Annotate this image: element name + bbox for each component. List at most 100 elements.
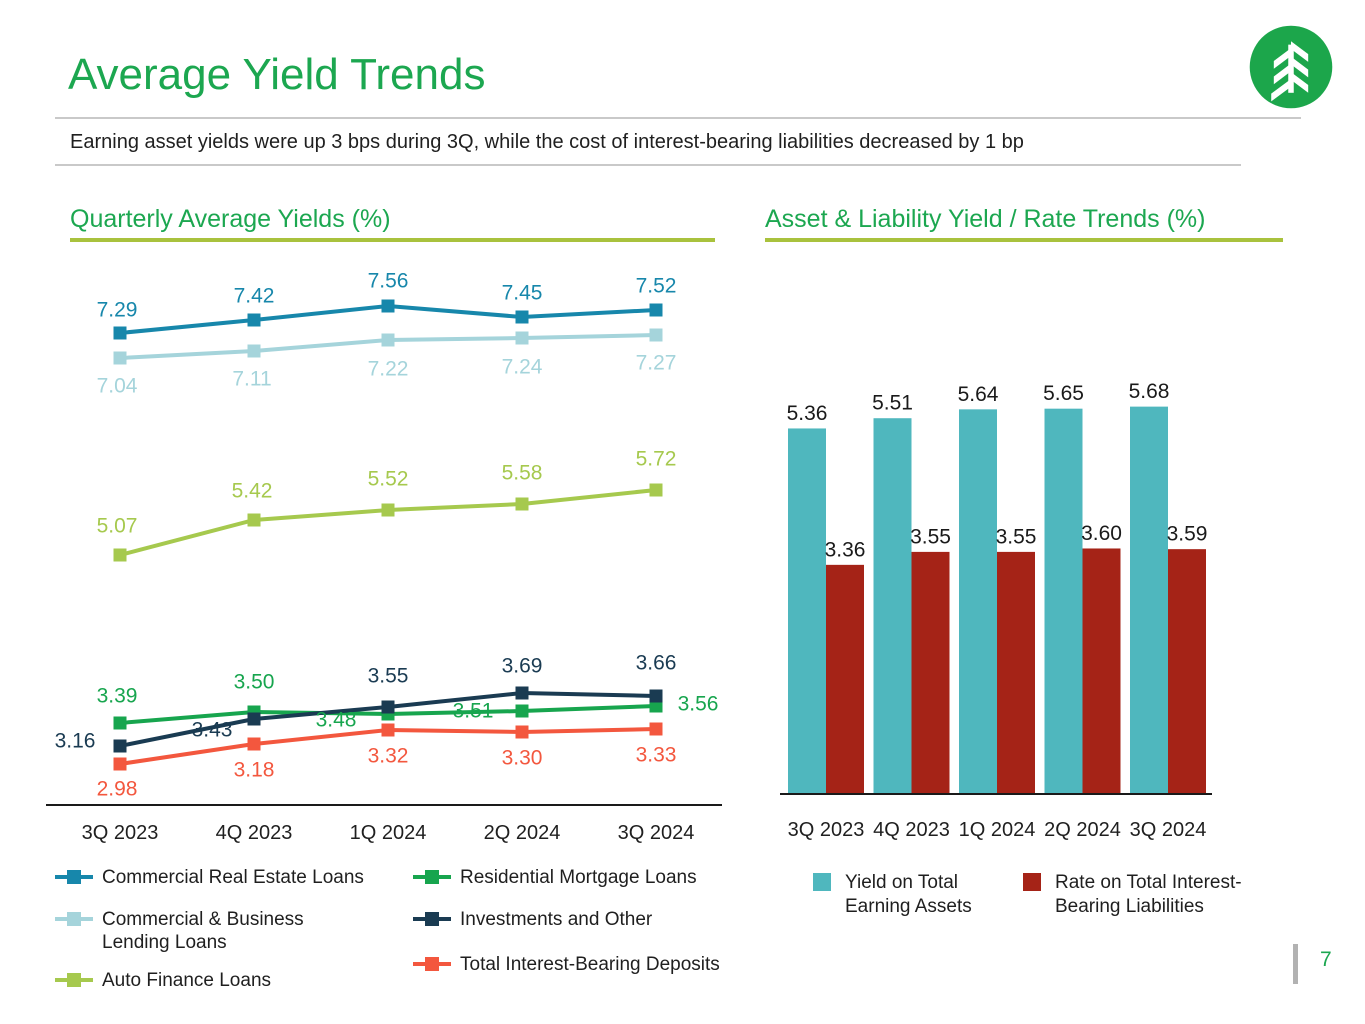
line-marker-swatch-icon bbox=[413, 870, 451, 884]
commercial-real-estate-loans-marker bbox=[113, 326, 127, 340]
value-label: 7.45 bbox=[502, 282, 543, 305]
yield-on-total-earning-assets-bar bbox=[1130, 406, 1168, 794]
value-label: 3.55 bbox=[368, 665, 409, 688]
value-label: 3.18 bbox=[234, 759, 275, 782]
value-label: 5.58 bbox=[502, 462, 543, 485]
x-axis-label: 4Q 2023 bbox=[216, 822, 293, 844]
auto-finance-loans-marker bbox=[649, 483, 663, 497]
auto-finance-loans-marker bbox=[113, 548, 127, 562]
value-label: 5.64 bbox=[958, 383, 999, 406]
value-label: 7.22 bbox=[368, 358, 409, 381]
line-marker-swatch-icon bbox=[413, 912, 451, 926]
value-label: 3.48 bbox=[316, 709, 357, 732]
x-axis-label: 1Q 2024 bbox=[959, 819, 1036, 841]
legend-item-residential-mortgage-loans: Residential Mortgage Loans bbox=[413, 866, 697, 889]
right-accent-underline bbox=[765, 238, 1283, 242]
left-accent-underline bbox=[70, 238, 715, 242]
auto-finance-loans-line bbox=[119, 488, 657, 557]
commercial-business-lending-loans-marker bbox=[113, 351, 127, 365]
line-marker-swatch-icon bbox=[55, 973, 93, 987]
residential-mortgage-loans-marker bbox=[515, 704, 529, 718]
value-label: 3.69 bbox=[502, 655, 543, 678]
footer-divider bbox=[1293, 944, 1298, 984]
slide-title: Average Yield Trends bbox=[68, 50, 486, 99]
rate-on-total-interest-bearing-liabilities-bar bbox=[911, 551, 950, 794]
legend-item-investments-and-other: Investments and Other bbox=[413, 908, 652, 931]
x-axis-label: 4Q 2023 bbox=[873, 819, 950, 841]
investments-and-other-marker bbox=[515, 686, 529, 700]
total-interest-bearing-deposits-marker bbox=[649, 722, 663, 736]
legend-item-commercial-real-estate-loans: Commercial Real Estate Loans bbox=[55, 866, 364, 889]
legend-label: Rate on Total Interest-Bearing Liabiliti… bbox=[1055, 872, 1242, 917]
value-label: 3.50 bbox=[234, 671, 275, 694]
line-marker-swatch-icon bbox=[55, 912, 93, 926]
commercial-business-lending-loans-marker bbox=[649, 328, 663, 342]
value-label: 7.56 bbox=[368, 270, 409, 293]
commercial-business-lending-loans-marker bbox=[381, 333, 395, 347]
yield-on-total-earning-assets-bar bbox=[788, 428, 826, 794]
rate-on-total-interest-bearing-liabilities-bar bbox=[997, 551, 1035, 794]
x-axis-label: 2Q 2024 bbox=[484, 822, 561, 844]
rate-on-total-interest-bearing-liabilities-bar bbox=[1168, 549, 1206, 794]
page-number: 7 bbox=[1320, 948, 1332, 971]
total-interest-bearing-deposits-marker bbox=[381, 723, 395, 737]
residential-mortgage-loans-marker bbox=[649, 699, 663, 713]
legend-item-rate-on-total-interest-bearing-liabilities: Rate on Total Interest-Bearing Liabiliti… bbox=[1023, 871, 1285, 919]
evergreen-tree-bank-logo-icon bbox=[1249, 25, 1333, 109]
investments-and-other-marker bbox=[113, 739, 127, 753]
value-label: 7.29 bbox=[97, 299, 138, 322]
total-interest-bearing-deposits-marker bbox=[515, 725, 529, 739]
commercial-real-estate-loans-marker bbox=[649, 303, 663, 317]
value-label: 5.51 bbox=[872, 392, 913, 415]
value-label: 3.32 bbox=[368, 745, 409, 768]
value-label: 3.55 bbox=[996, 525, 1037, 548]
value-label: 5.52 bbox=[368, 468, 409, 491]
residential-mortgage-loans-marker bbox=[113, 716, 127, 730]
x-axis-label: 2Q 2024 bbox=[1044, 819, 1121, 841]
auto-finance-loans-marker bbox=[515, 497, 529, 511]
legend-label: Residential Mortgage Loans bbox=[460, 867, 697, 888]
value-label: 3.60 bbox=[1081, 522, 1122, 545]
value-label: 3.30 bbox=[502, 747, 543, 770]
value-label: 3.56 bbox=[678, 693, 719, 716]
x-axis-label: 1Q 2024 bbox=[350, 822, 427, 844]
right-chart-title: Asset & Liability Yield / Rate Trends (%… bbox=[765, 205, 1206, 233]
value-label: 7.27 bbox=[636, 352, 677, 375]
value-label: 5.65 bbox=[1043, 382, 1084, 405]
legend-item-yield-on-total-earning-assets: Yield on Total Earning Assets bbox=[813, 871, 995, 919]
legend-label: Commercial Real Estate Loans bbox=[102, 867, 364, 888]
left-chart-title: Quarterly Average Yields (%) bbox=[70, 205, 391, 233]
quarterly-average-yields-chart: 3Q 2023 4Q 2023 1Q 2024 2Q 2024 3Q 2024 7.29 7… bbox=[46, 270, 722, 844]
legend-label: Yield on Total Earning Assets bbox=[845, 872, 972, 917]
value-label: 5.68 bbox=[1129, 380, 1170, 403]
commercial-real-estate-loans-marker bbox=[515, 310, 529, 324]
commercial-business-lending-loans-marker bbox=[515, 331, 529, 345]
total-interest-bearing-deposits-marker bbox=[113, 757, 127, 771]
value-label: 5.36 bbox=[787, 402, 828, 425]
value-label: 2.98 bbox=[97, 778, 138, 801]
x-axis-label: 3Q 2024 bbox=[618, 822, 695, 844]
legend-label: Total Interest-Bearing Deposits bbox=[460, 954, 720, 975]
square-swatch-icon bbox=[1023, 873, 1041, 891]
yield-on-total-earning-assets-bar bbox=[959, 409, 997, 794]
line-marker-swatch-icon bbox=[55, 870, 93, 884]
value-label: 7.52 bbox=[636, 275, 677, 298]
investments-and-other-marker bbox=[649, 689, 663, 703]
value-label: 3.51 bbox=[453, 700, 494, 723]
slide-subtitle: Earning asset yields were up 3 bps durin… bbox=[70, 131, 1024, 153]
subtitle-divider bbox=[55, 164, 1241, 166]
value-label: 3.55 bbox=[910, 525, 951, 548]
yield-on-total-earning-assets-bar bbox=[873, 418, 912, 794]
value-label: 7.11 bbox=[232, 368, 271, 391]
auto-finance-loans-marker bbox=[247, 513, 261, 527]
x-axis-label: 3Q 2023 bbox=[788, 819, 865, 841]
value-label: 3.33 bbox=[636, 744, 677, 767]
header-divider bbox=[55, 117, 1301, 119]
value-label: 3.36 bbox=[825, 538, 866, 561]
rate-on-total-interest-bearing-liabilities-bar bbox=[1082, 548, 1121, 794]
value-label: 5.42 bbox=[232, 480, 273, 503]
value-label: 7.42 bbox=[234, 285, 275, 308]
legend-item-total-interest-bearing-deposits: Total Interest-Bearing Deposits bbox=[413, 953, 720, 976]
value-label: 3.66 bbox=[636, 652, 677, 675]
